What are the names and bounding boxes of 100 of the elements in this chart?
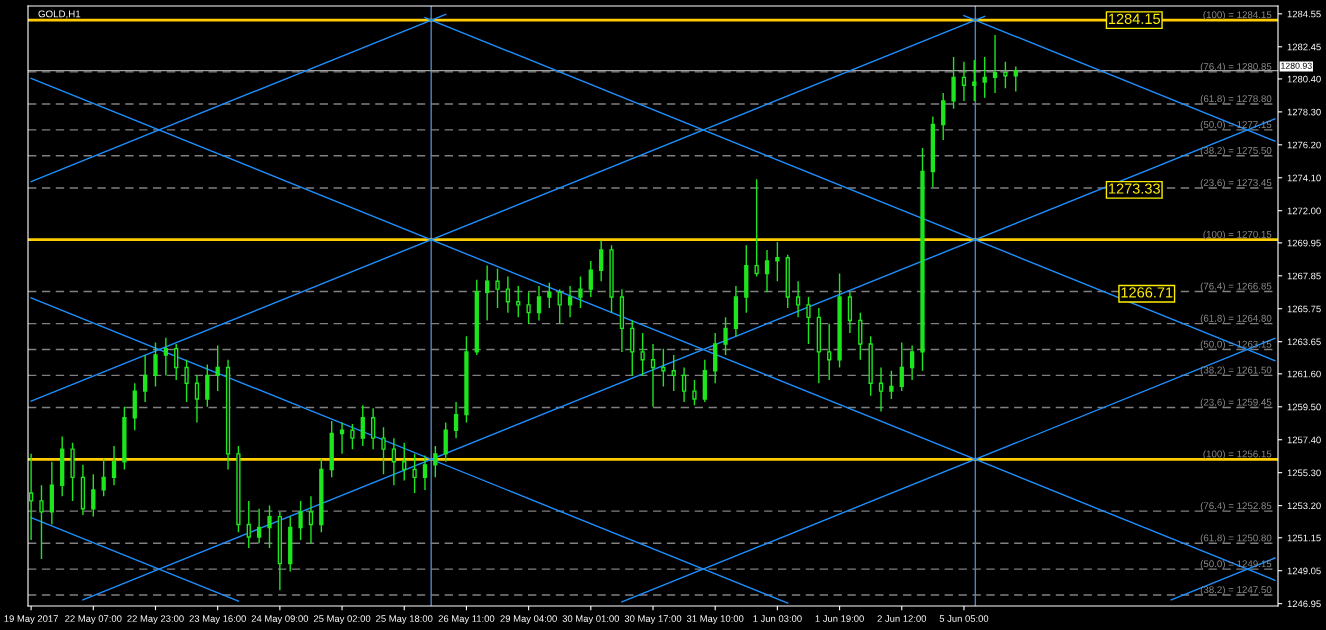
ref-line-label: (23.6) = 1273.45: [1200, 178, 1272, 188]
candlestick: [588, 260, 593, 298]
candlestick: [630, 319, 635, 377]
ref-line-label: (100) = 1284.15: [1203, 11, 1272, 21]
candlestick: [982, 56, 987, 99]
candlestick: [132, 382, 137, 432]
y-tick-label: 1251.15: [1287, 534, 1321, 542]
x-tick-label: 2 Jun 12:00: [877, 615, 927, 622]
y-tick-label: 1284.55: [1287, 10, 1321, 18]
candlestick: [775, 241, 780, 282]
y-tick-label: 1246.95: [1287, 600, 1321, 608]
candlestick: [681, 366, 687, 403]
chart-title: GOLD,H1: [38, 10, 81, 19]
candlestick: [951, 56, 956, 110]
ref-line-label: (100) = 1256.15: [1203, 450, 1272, 460]
candlestick: [205, 363, 210, 408]
candlestick: [422, 454, 428, 491]
candlestick: [49, 460, 54, 526]
candlestick: [194, 374, 200, 424]
candlestick: [402, 442, 407, 482]
candlestick: [827, 322, 832, 381]
y-tick-label: 1257.40: [1287, 436, 1321, 444]
candlestick: [60, 435, 65, 497]
candlestick: [391, 437, 397, 486]
candlestick: [236, 445, 241, 533]
candlestick: [899, 341, 904, 392]
candlestick: [702, 359, 707, 403]
ref-line-label: (76.4) = 1280.85: [1200, 62, 1272, 72]
candlestick: [298, 500, 303, 541]
candlestick: [816, 307, 821, 384]
candlestick: [412, 453, 417, 494]
candlestick: [371, 407, 376, 450]
candlestick: [909, 344, 915, 381]
annotation: 1266.71: [1121, 287, 1173, 298]
candlestick: [277, 511, 283, 592]
candlestick: [878, 366, 884, 413]
candlestick: [360, 404, 365, 447]
candlestick: [941, 92, 946, 141]
y-tick-label: 1272.00: [1287, 207, 1321, 215]
candlestick: [961, 60, 967, 102]
y-tick-label: 1263.65: [1287, 338, 1321, 346]
x-tick-label: 30 May 01:00: [562, 615, 620, 624]
candlestick: [713, 332, 718, 384]
candlestick: [723, 316, 728, 356]
candlestick: [785, 253, 790, 309]
candlestick: [733, 285, 739, 337]
candlestick: [163, 337, 168, 377]
ref-line-label: (76.4) = 1252.85: [1200, 502, 1272, 512]
candlestick: [640, 332, 645, 377]
y-tick-label: 1261.60: [1287, 370, 1321, 378]
candlestick: [111, 445, 117, 486]
candlestick: [495, 268, 500, 309]
y-tick-label: 1280.40: [1287, 75, 1321, 83]
candlestick: [225, 359, 231, 471]
y-tick-label: 1278.30: [1287, 108, 1321, 116]
candlestick: [806, 296, 811, 345]
candlestick: [930, 115, 935, 188]
candlestick: [536, 285, 542, 322]
candlestick: [70, 442, 75, 502]
candlestick: [101, 457, 106, 497]
candlestick: [764, 249, 770, 293]
x-tick-label: 24 May 09:00: [251, 615, 309, 624]
x-tick-label: 1 Jun 19:00: [815, 615, 864, 622]
ref-line-label: (38.2) = 1275.50: [1200, 146, 1272, 156]
candlestick: [122, 406, 127, 471]
candlestick: [889, 370, 894, 400]
candlestick: [453, 401, 459, 439]
x-tick-label: 22 May 07:00: [65, 615, 122, 624]
candlestick: [795, 280, 801, 319]
x-tick-label: 30 May 17:00: [624, 615, 682, 624]
annotation: 1284.15: [1109, 13, 1160, 25]
ref-line-label: (38.2) = 1247.50: [1200, 585, 1272, 596]
x-tick-label: 19 May 2017: [4, 615, 58, 624]
candlestick: [547, 282, 552, 309]
candlestick: [28, 453, 34, 541]
y-tick-label: 1249.05: [1287, 567, 1321, 575]
y-tick-label: 1274.10: [1287, 174, 1321, 182]
candlestick: [288, 515, 293, 573]
ref-line-label: (23.6) = 1259.45: [1200, 398, 1272, 408]
y-tick-label: 1267.85: [1287, 272, 1321, 280]
x-tick-label: 22 May 23:00: [127, 615, 184, 624]
candlestick: [619, 288, 625, 353]
candlestick: [153, 341, 158, 388]
candlestick: [567, 285, 573, 319]
candlestick: [578, 275, 583, 309]
candlestick: [350, 423, 355, 450]
candlestick: [661, 348, 666, 388]
candlestick: [267, 504, 272, 549]
candlestick: [754, 178, 759, 278]
candlestick: [319, 457, 324, 533]
ref-line-label: (61.8) = 1264.80: [1200, 314, 1272, 324]
y-tick-label: 1269.95: [1287, 239, 1321, 247]
annotation: 1273.33: [1109, 183, 1160, 194]
candlestick: [39, 484, 44, 560]
candlestick: [1003, 60, 1008, 90]
candlestick: [526, 291, 531, 325]
x-tick-label: 5 Jun 05:00: [939, 615, 989, 622]
candlestick: [609, 244, 614, 314]
x-tick-label: 25 May 02:00: [313, 615, 371, 624]
candlestick: [992, 34, 998, 94]
